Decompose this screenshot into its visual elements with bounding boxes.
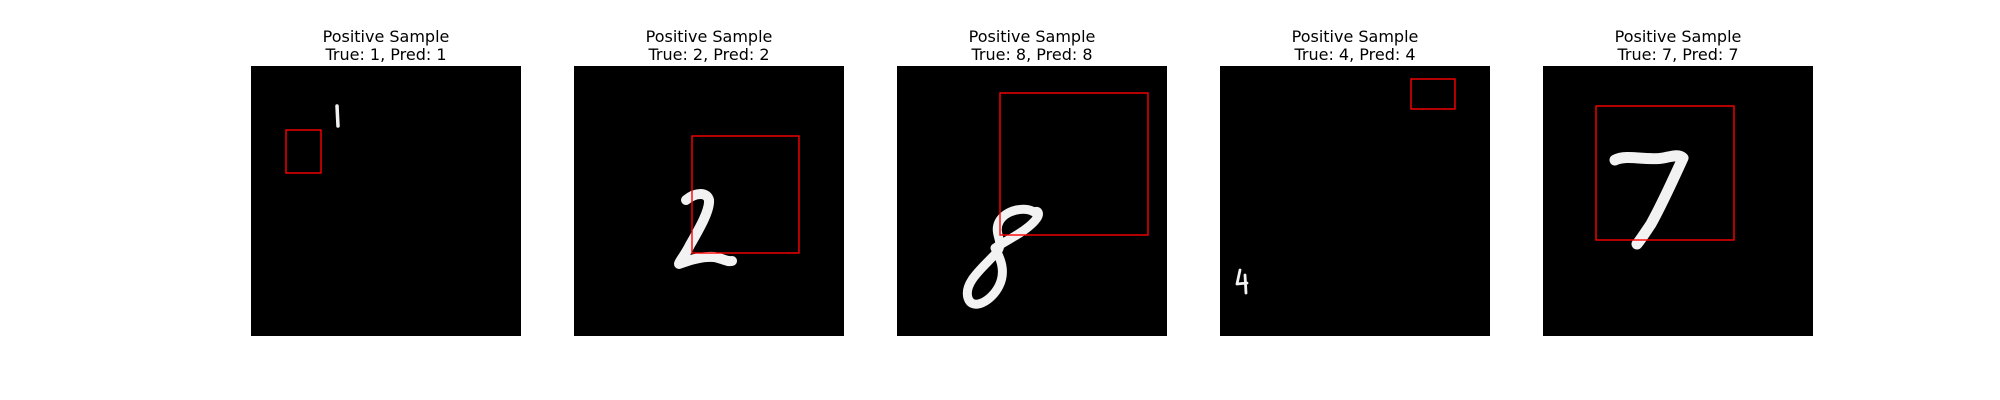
digit-canvas (285, 104, 340, 174)
bounding-box (285, 129, 322, 174)
digit-canvas (674, 135, 800, 269)
digit-glyph (962, 204, 1043, 309)
sample-panel: Positive Sample True: 8, Pred: 8 (897, 28, 1167, 336)
digit-glyph (1609, 150, 1689, 250)
bounding-box (1410, 78, 1456, 110)
digit-image (1543, 66, 1813, 336)
digit-image (897, 66, 1167, 336)
panel-label: Positive Sample (1614, 27, 1742, 46)
panel-title: Positive Sample True: 2, Pred: 2 (574, 28, 844, 66)
panel-label: Positive Sample (322, 27, 450, 46)
panel-title: Positive Sample True: 1, Pred: 1 (251, 28, 521, 66)
digit-glyph (674, 189, 737, 269)
panel-title: Positive Sample True: 7, Pred: 7 (1543, 28, 1813, 66)
digit-image (574, 66, 844, 336)
sample-panel: Positive Sample True: 4, Pred: 4 (1220, 28, 1490, 336)
panel-caption: True: 1, Pred: 1 (325, 45, 447, 64)
digit-canvas (1235, 78, 1456, 295)
panel-title: Positive Sample True: 4, Pred: 4 (1220, 28, 1490, 66)
digit-glyph (1235, 268, 1249, 295)
panel-title: Positive Sample True: 8, Pred: 8 (897, 28, 1167, 66)
sample-panel: Positive Sample True: 7, Pred: 7 (1543, 28, 1813, 336)
panel-caption: True: 8, Pred: 8 (971, 45, 1093, 64)
panel-label: Positive Sample (645, 27, 773, 46)
bounding-box (999, 92, 1149, 236)
digit-image (251, 66, 521, 336)
panel-caption: True: 7, Pred: 7 (1617, 45, 1739, 64)
digit-image (1220, 66, 1490, 336)
bounding-box (1595, 105, 1735, 241)
bounding-box (691, 135, 800, 254)
panel-label: Positive Sample (968, 27, 1096, 46)
digit-canvas (962, 92, 1149, 309)
digit-glyph (335, 104, 340, 128)
panel-caption: True: 2, Pred: 2 (648, 45, 770, 64)
digit-canvas (1595, 105, 1735, 250)
panel-label: Positive Sample (1291, 27, 1419, 46)
sample-panel: Positive Sample True: 2, Pred: 2 (574, 28, 844, 336)
panel-caption: True: 4, Pred: 4 (1294, 45, 1416, 64)
sample-panel: Positive Sample True: 1, Pred: 1 (251, 28, 521, 336)
